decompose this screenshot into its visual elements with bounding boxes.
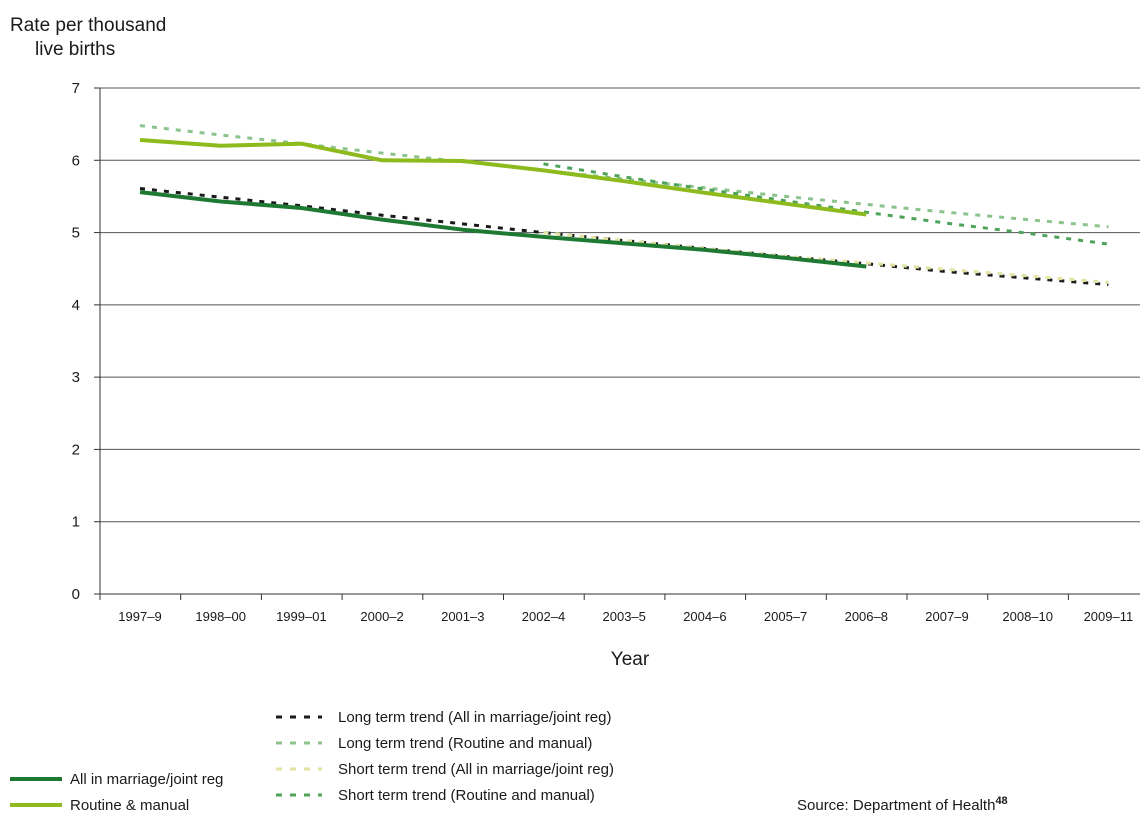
- y-tick-label: 4: [72, 297, 80, 314]
- series-line: [139, 124, 1109, 229]
- x-tick-label: 2004–6: [683, 609, 726, 624]
- series-line: [543, 231, 1109, 284]
- legend-label: All in marriage/joint reg: [70, 771, 223, 788]
- series-line: [543, 162, 1109, 246]
- x-tick-label: 1997–9: [118, 609, 161, 624]
- x-tick-label: 1999–01: [276, 609, 327, 624]
- x-tick-label: 2002–4: [522, 609, 565, 624]
- y-tick-label: 0: [72, 586, 80, 603]
- legend-label: Short term trend (Routine and manual): [338, 787, 595, 804]
- y-tick-label: 2: [72, 441, 80, 458]
- series-line: [139, 190, 867, 269]
- legend-label: Long term trend (All in marriage/joint r…: [338, 709, 611, 726]
- x-tick-label: 2003–5: [603, 609, 646, 624]
- y-tick-label: 5: [72, 225, 80, 242]
- x-tick-label: 2008–10: [1002, 609, 1053, 624]
- legend-label: Long term trend (Routine and manual): [338, 735, 592, 752]
- source-note: Source: Department of Health48: [797, 795, 1008, 814]
- x-tick-label: 2007–9: [925, 609, 968, 624]
- y-tick-label: 3: [72, 369, 80, 386]
- source-reference: 48: [995, 795, 1008, 807]
- source-text: Source: Department of Health: [797, 797, 996, 814]
- y-tick-label: 7: [72, 80, 80, 97]
- legend-label: Routine & manual: [70, 797, 189, 814]
- x-tick-label: 2009–11: [1084, 609, 1134, 624]
- x-tick-label: 1998–00: [195, 609, 246, 624]
- y-axis-label: Rate per thousand live births: [10, 14, 166, 62]
- series-line: [139, 138, 867, 217]
- legend-label: Short term trend (All in marriage/joint …: [338, 761, 614, 778]
- x-axis-label: Year: [611, 649, 650, 670]
- x-tick-label: 2006–8: [845, 609, 888, 624]
- y-tick-label: 6: [72, 152, 80, 169]
- x-tick-label: 2005–7: [764, 609, 807, 624]
- x-tick-label: 2000–2: [360, 609, 403, 624]
- y-axis-label-line-2: live births: [35, 39, 116, 60]
- y-axis-label-line-1: Rate per thousand: [10, 15, 167, 36]
- x-tick-label: 2001–3: [441, 609, 484, 624]
- y-tick-label: 1: [72, 514, 80, 531]
